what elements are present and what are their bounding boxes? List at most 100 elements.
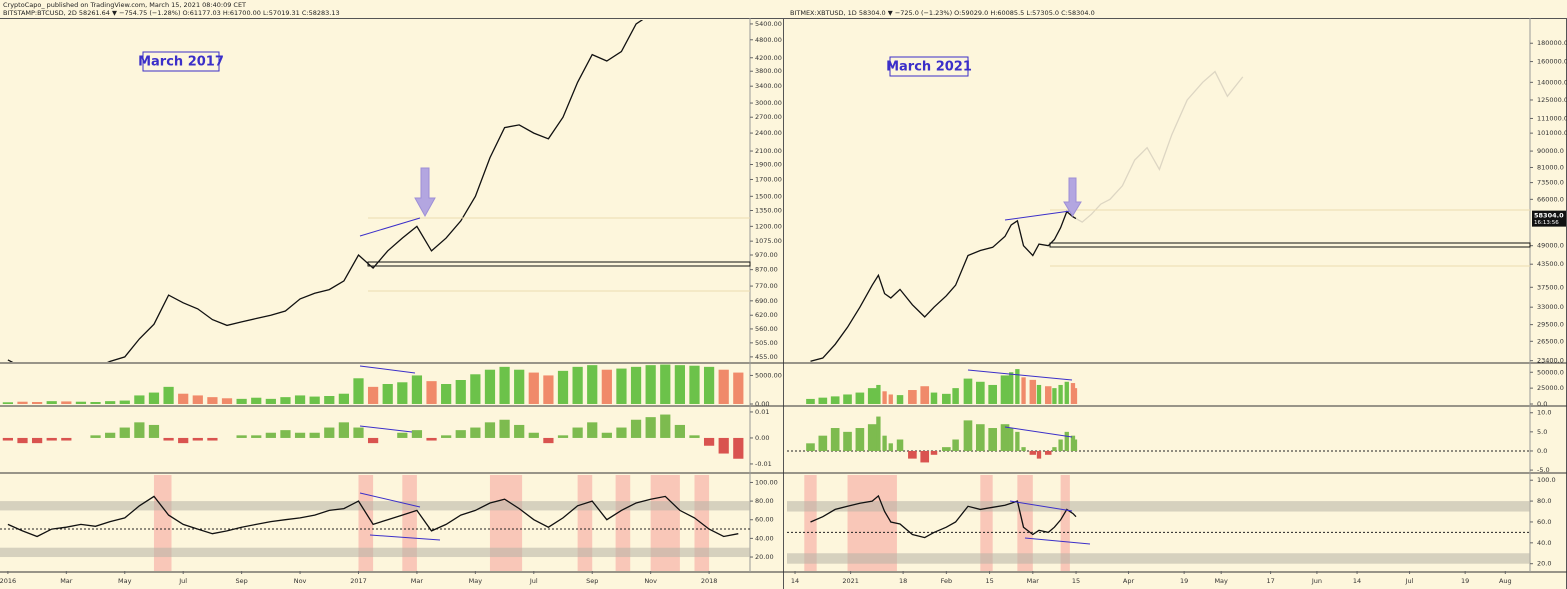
bar	[908, 450, 917, 459]
bar	[46, 401, 57, 404]
series-line	[7, 495, 739, 538]
y-tick-label: 140000.0	[1537, 78, 1567, 86]
y-tick-label: 3000.00	[755, 99, 782, 107]
bar	[119, 400, 130, 404]
bar	[674, 424, 685, 438]
bar	[236, 435, 247, 438]
highlight	[1017, 475, 1033, 571]
bar	[148, 424, 160, 438]
bar	[572, 366, 583, 404]
y-tick-label: 23400.0	[1537, 357, 1564, 365]
bar	[455, 380, 466, 404]
bar	[470, 427, 481, 438]
bar	[163, 386, 174, 404]
y-tick-label: 26500.0	[1537, 337, 1564, 345]
bar	[718, 437, 729, 454]
bar	[119, 427, 130, 438]
x-tick-label: 2017	[350, 577, 367, 585]
panel	[810, 70, 1244, 362]
bar	[660, 414, 671, 438]
bar	[31, 402, 43, 404]
bar	[1058, 384, 1063, 404]
band	[0, 547, 750, 558]
x-tick-label: 18	[899, 577, 907, 585]
divergence-line	[359, 492, 421, 508]
header: BITSTAMP:BTCUSD, 2D 58261.64 ▼ −754.75 (…	[3, 9, 340, 17]
bar	[367, 437, 379, 444]
bar	[616, 427, 627, 438]
bar	[134, 422, 145, 438]
bar	[843, 394, 852, 404]
bar	[1064, 381, 1069, 404]
y-tick-label: 1200.00	[755, 222, 782, 230]
header: CryptoCapo_ published on TradingView.com…	[3, 1, 246, 9]
bar	[543, 375, 554, 404]
bar	[876, 416, 881, 451]
bar	[818, 435, 828, 451]
y-tick-label: 25000.0	[1537, 384, 1564, 392]
x-tick-label: Jun	[1311, 577, 1322, 585]
bar	[867, 424, 877, 451]
y-tick-label: 73500.0	[1537, 179, 1564, 187]
y-tick-label: 870.00	[755, 266, 778, 274]
x-tick-label: Nov	[644, 577, 657, 585]
bar	[630, 366, 642, 404]
bar	[75, 401, 87, 404]
bar	[397, 382, 408, 404]
bar	[896, 439, 904, 451]
bar	[426, 437, 437, 441]
panel	[2, 364, 744, 404]
bar	[353, 378, 364, 404]
y-tick-label: 5.0	[1537, 428, 1547, 436]
y-tick-label: 1500.00	[755, 192, 782, 200]
x-tick-label: 15	[1072, 577, 1080, 585]
panel	[787, 475, 1530, 571]
y-tick-label: 100.00	[755, 478, 778, 486]
bar	[587, 422, 598, 438]
y-tick-label: 80.0	[1537, 497, 1551, 505]
series-line	[810, 210, 1077, 362]
y-tick-label: 770.00	[755, 282, 778, 290]
bar	[17, 437, 28, 444]
y-tick-label: 40.0	[1537, 539, 1551, 547]
bar	[975, 424, 985, 451]
y-tick-label: 49000.0	[1537, 242, 1564, 250]
bar	[830, 396, 840, 404]
divergence-line	[1004, 210, 1071, 221]
y-tick-label: 29500.0	[1537, 321, 1564, 329]
bar	[455, 430, 466, 438]
y-tick-label: 2700.00	[755, 113, 782, 121]
panel	[787, 416, 1530, 463]
bar	[920, 386, 930, 404]
x-tick-label: Jul	[178, 577, 187, 585]
bar	[178, 437, 189, 444]
bar	[645, 365, 656, 404]
bar	[499, 419, 510, 438]
x-tick-label: Feb	[941, 577, 953, 585]
bar	[1036, 450, 1042, 459]
y-tick-label: 970.00	[755, 251, 778, 259]
bar	[207, 397, 218, 404]
countdown: 16:13:56	[1534, 220, 1559, 226]
y-tick-label: 620.00	[755, 311, 778, 319]
y-tick-label: 60.00	[755, 516, 774, 524]
y-tick-label: 80.00	[755, 497, 774, 505]
bar	[353, 427, 364, 438]
bar	[294, 395, 306, 404]
x-tick-label: 14	[791, 577, 799, 585]
bar	[251, 397, 262, 404]
bar	[514, 369, 525, 404]
highlight	[615, 475, 631, 571]
y-tick-label: 160000.0	[1537, 58, 1567, 66]
bar	[324, 396, 335, 404]
bar	[382, 384, 393, 404]
bar	[830, 428, 840, 451]
bar	[920, 450, 930, 463]
divergence-line	[359, 217, 421, 237]
y-tick-label: -5.0	[1537, 466, 1550, 474]
x-tick-label: Sep	[235, 577, 247, 585]
y-tick-label: 0.00	[755, 400, 769, 408]
bar	[1015, 431, 1020, 451]
y-tick-label: 0.0	[1537, 447, 1547, 455]
